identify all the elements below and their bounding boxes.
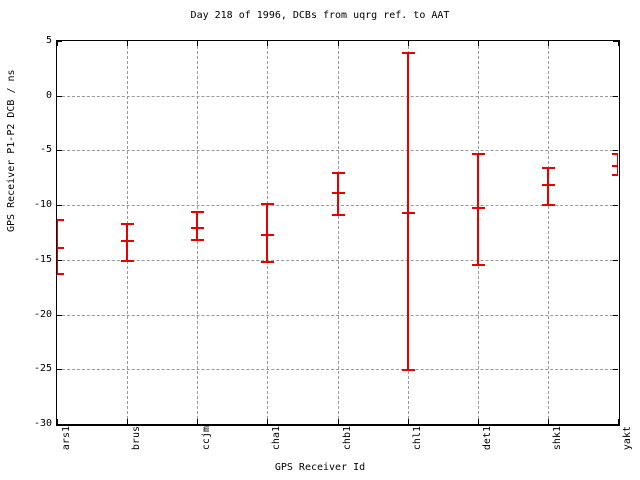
y-tick-label: 0: [45, 89, 52, 101]
y-tick-mark: [57, 41, 62, 42]
error-bar-stem: [126, 222, 129, 263]
x-tick-label-yakt: yakt: [622, 426, 633, 451]
x-tick-label-chb1: chb1: [341, 426, 353, 451]
x-tick-label-shk1: shk1: [551, 426, 563, 451]
data-point-marker: [401, 211, 415, 214]
error-bar-upper-cap: [331, 172, 345, 175]
error-bar-lower-cap: [541, 204, 555, 207]
x-tick-label-cha1: cha1: [271, 426, 283, 451]
error-bar-stem: [196, 210, 199, 242]
error-bar-upper-cap: [471, 152, 485, 155]
x-tick-mark: [57, 419, 58, 424]
x-axis-label: GPS Receiver Id: [274, 462, 366, 473]
x-tick-mark: [197, 41, 199, 46]
y-axis-line: [56, 40, 57, 425]
x-axis-line: [56, 424, 619, 426]
error-bar-stem: [546, 166, 549, 207]
error-bar-lower-cap: [57, 273, 64, 276]
x-tick-mark: [547, 41, 549, 46]
x-tick-mark: [267, 41, 269, 46]
x-tick-mark: [127, 41, 129, 46]
y-tick-label: -25: [33, 363, 52, 375]
x-tick-label-det1: det1: [481, 426, 493, 451]
x-tick-mark: [197, 419, 199, 424]
x-tick-mark: [337, 41, 339, 46]
y-tick-mark: [57, 314, 62, 316]
y-tick-mark: [613, 205, 618, 207]
x-tick-label-brus: brus: [131, 426, 143, 451]
error-bar-upper-cap: [401, 51, 415, 54]
error-bar-lower-cap: [471, 264, 485, 267]
error-bar-lower-cap: [612, 173, 618, 176]
y-tick-mark: [613, 150, 618, 152]
data-point-marker: [331, 192, 345, 195]
error-bar-lower-cap: [331, 214, 345, 217]
x-tick-mark: [57, 41, 58, 46]
y-tick-mark: [613, 95, 618, 97]
x-tick-label-ccjm: ccjm: [201, 426, 213, 451]
y-tick-label: -10: [33, 199, 52, 211]
x-tick-mark: [337, 419, 339, 424]
error-bar-upper-cap: [541, 166, 555, 169]
error-bar-lower-cap: [261, 261, 275, 264]
error-bar-upper-cap: [121, 222, 135, 225]
x-tick-mark: [477, 419, 479, 424]
data-point-marker: [57, 246, 64, 249]
error-bar-stem: [266, 202, 269, 264]
error-bar-upper-cap: [191, 210, 205, 213]
data-layer: [57, 41, 618, 424]
gridline-vertical: [547, 41, 549, 424]
error-bar-stem: [617, 152, 618, 176]
x-tick-mark: [618, 419, 619, 424]
x-tick-mark: [127, 419, 129, 424]
x-tick-label-chl1: chl1: [411, 426, 423, 451]
x-tick-mark: [407, 41, 409, 46]
x-tick-mark: [267, 419, 269, 424]
y-tick-label: -5: [39, 144, 52, 156]
data-point-marker: [471, 207, 485, 210]
y-tick-label: -20: [33, 308, 52, 320]
y-axis-label: GPS Receiver P1-P2 DCB / ns: [6, 69, 17, 232]
chart-title: Day 218 of 1996, DCBs from uqrg ref. to …: [190, 10, 450, 21]
x-tick-label-ars1: ars1: [61, 426, 72, 451]
y-tick-mark: [57, 369, 62, 371]
y-tick-mark: [613, 41, 618, 42]
data-point-marker: [121, 240, 135, 243]
error-bar-stem: [336, 172, 339, 217]
y-tick-mark: [613, 369, 618, 371]
x-tick-mark: [547, 419, 549, 424]
error-bar-lower-cap: [121, 260, 135, 263]
y-tick-label: -15: [33, 253, 52, 265]
error-bar-upper-cap: [57, 219, 64, 222]
y-tick-mark: [613, 314, 618, 316]
error-bar-lower-cap: [191, 239, 205, 242]
y-tick-mark: [613, 424, 618, 425]
y-tick-mark: [57, 259, 62, 261]
data-point-marker: [541, 184, 555, 187]
x-tick-mark: [618, 41, 619, 46]
y-tick-label: -30: [33, 418, 52, 429]
y-tick-label: 5: [45, 35, 52, 46]
y-tick-mark: [57, 150, 62, 152]
error-bar-upper-cap: [612, 152, 618, 155]
data-point-marker: [612, 164, 618, 167]
error-bar-lower-cap: [401, 369, 415, 372]
error-bar-stem: [406, 51, 409, 372]
x-tick-mark: [407, 419, 409, 424]
gridline-vertical: [337, 41, 339, 424]
y-tick-mark: [613, 259, 618, 261]
data-point-marker: [261, 233, 275, 236]
error-bar-stem: [476, 152, 479, 267]
data-point-marker: [191, 227, 205, 230]
y-tick-mark: [57, 205, 62, 207]
x-tick-mark: [477, 41, 479, 46]
y-tick-mark: [57, 95, 62, 97]
error-bar-upper-cap: [261, 202, 275, 205]
y-tick-mark: [57, 424, 62, 425]
